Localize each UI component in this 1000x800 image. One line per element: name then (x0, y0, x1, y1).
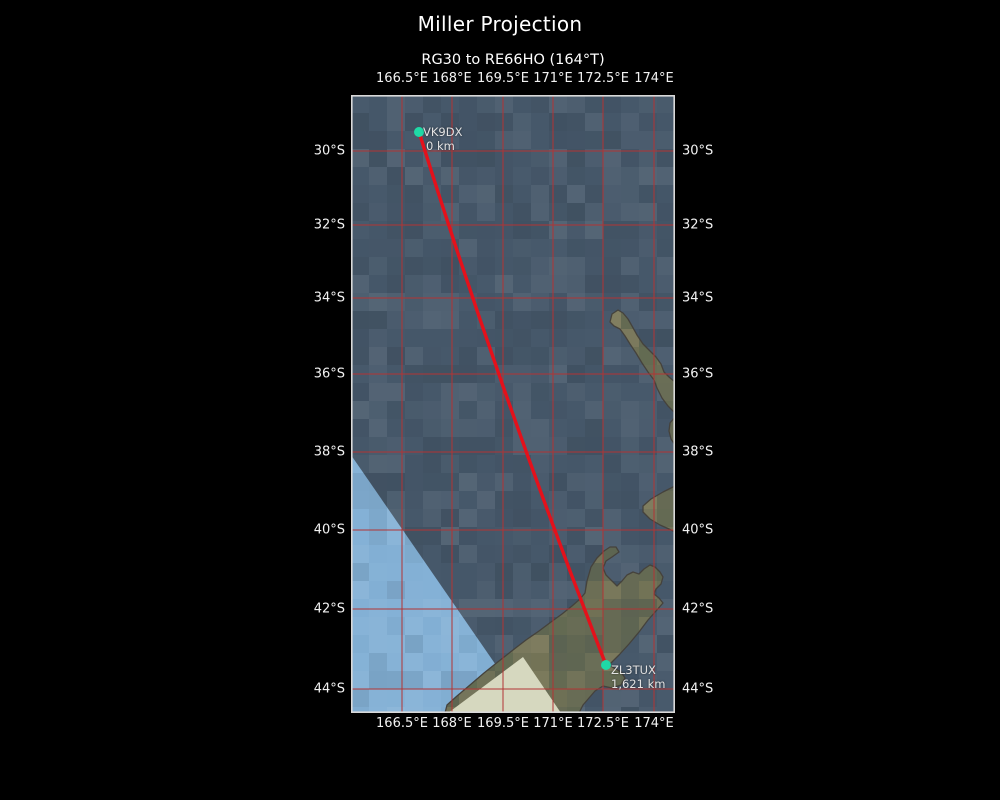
lon-tick-bottom-1: 168°E (432, 716, 472, 731)
marker-label-destination: ZL3TUX 1,621 km (611, 663, 665, 691)
lon-tick-bottom-2: 169.5°E (477, 716, 529, 731)
lon-tick-bottom-5: 174°E (634, 716, 674, 731)
path-track (417, 130, 608, 667)
marker-callsign: ZL3TUX (611, 663, 656, 677)
origin-marker (414, 127, 424, 137)
lat-tick-right-6: 42°S (682, 601, 714, 617)
marker-label-origin: VK9DX 0 km (423, 125, 462, 153)
map-plot-area: VK9DX 0 km ZL3TUX 1,621 km (351, 95, 675, 714)
figure-title: Miller Projection (417, 12, 583, 36)
plot-title: RG30 to RE66HO (164°T) (421, 52, 605, 68)
shallow-water-wedge (351, 455, 529, 713)
lon-tick-top-1: 168°E (432, 71, 472, 86)
lat-tick-right-7: 44°S (682, 681, 714, 697)
marker-distance: 0 km (426, 139, 455, 153)
lon-tick-top-3: 171°E (533, 71, 573, 86)
lat-tick-right-0: 30°S (682, 143, 714, 159)
lat-tick-left-4: 38°S (313, 444, 345, 460)
lat-tick-right-3: 36°S (682, 366, 714, 382)
lat-tick-left-1: 32°S (313, 217, 345, 233)
lat-tick-left-7: 44°S (313, 681, 345, 697)
lon-tick-bottom-4: 172.5°E (577, 716, 629, 731)
lon-tick-bottom-3: 171°E (533, 716, 573, 731)
lat-tick-left-2: 34°S (313, 290, 345, 306)
lat-tick-left-6: 42°S (313, 601, 345, 617)
marker-distance: 1,621 km (611, 677, 666, 691)
lat-tick-right-1: 32°S (682, 217, 714, 233)
map-canvas (351, 95, 675, 714)
map-border (351, 95, 675, 714)
destination-marker (601, 660, 611, 670)
graticule (351, 95, 675, 713)
lat-tick-left-3: 36°S (313, 366, 345, 382)
lat-tick-right-5: 40°S (682, 522, 714, 538)
lon-tick-top-4: 172.5°E (577, 71, 629, 86)
lat-tick-right-2: 34°S (682, 290, 714, 306)
map-layers (351, 95, 675, 713)
lon-tick-top-2: 169.5°E (477, 71, 529, 86)
lon-tick-top-5: 174°E (634, 71, 674, 86)
sand-tile-wedge (448, 657, 561, 713)
lon-tick-top-0: 166.5°E (376, 71, 428, 86)
marker-callsign: VK9DX (423, 125, 463, 139)
lat-tick-right-4: 38°S (682, 444, 714, 460)
lon-tick-bottom-0: 166.5°E (376, 716, 428, 731)
lat-tick-left-5: 40°S (313, 522, 345, 538)
lat-tick-left-0: 30°S (313, 143, 345, 159)
